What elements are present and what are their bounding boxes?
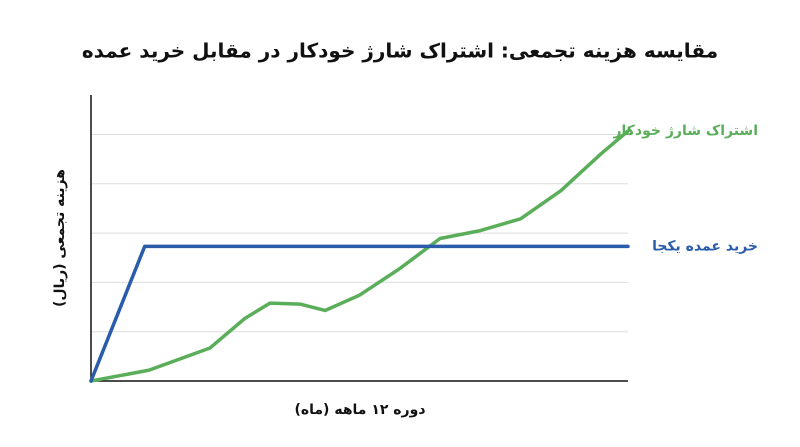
series-line [89,244,630,383]
chart-title: مقایسه هزینه تجمعی: اشتراک شارژ خودکار د… [82,39,718,63]
legend-label: خرید عمده یکجا [652,238,758,254]
legend-label: اشتراک شارژ خودکار [612,123,758,139]
y-axis-label: هزینه تجمعی (ریال) [52,169,68,307]
x-axis-label: دوره ۱۲ ماهه (ماه) [294,402,425,418]
series-line [89,129,630,383]
